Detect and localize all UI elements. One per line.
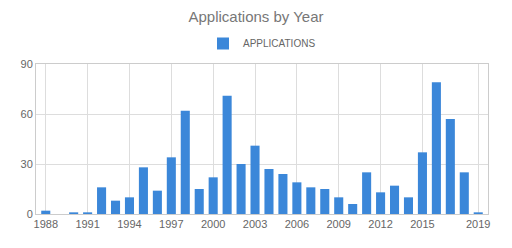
svg-text:2012: 2012 — [368, 218, 392, 230]
svg-text:2000: 2000 — [201, 218, 225, 230]
svg-text:1991: 1991 — [75, 218, 99, 230]
svg-text:2006: 2006 — [285, 218, 309, 230]
svg-text:2015: 2015 — [410, 218, 434, 230]
svg-text:60: 60 — [21, 108, 33, 120]
svg-text:1994: 1994 — [117, 218, 141, 230]
svg-text:0: 0 — [27, 208, 33, 220]
svg-text:Applications by Year: Applications by Year — [188, 8, 323, 25]
svg-text:2003: 2003 — [243, 218, 267, 230]
svg-text:90: 90 — [21, 58, 33, 70]
svg-text:30: 30 — [21, 158, 33, 170]
svg-text:1997: 1997 — [159, 218, 183, 230]
svg-text:2009: 2009 — [326, 218, 350, 230]
svg-text:APPLICATIONS: APPLICATIONS — [243, 38, 315, 49]
svg-text:2019: 2019 — [466, 218, 490, 230]
svg-text:1988: 1988 — [34, 218, 58, 230]
